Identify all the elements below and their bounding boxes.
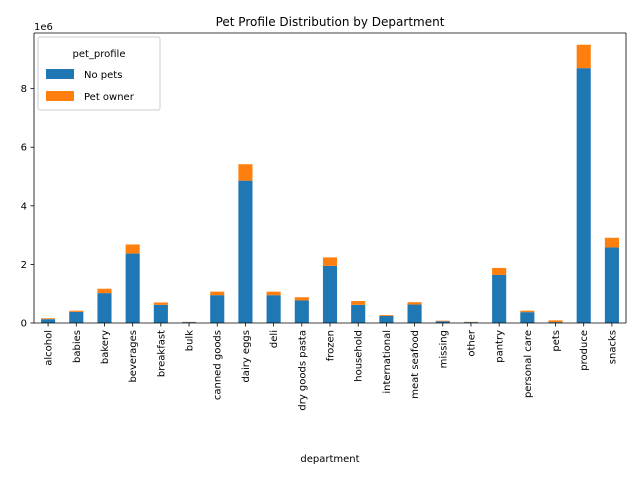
x-tick-label-household: household xyxy=(354,330,365,382)
y-tick-label: 0 xyxy=(21,319,27,330)
x-tick-label-pets: pets xyxy=(551,330,562,352)
bar-missing-no-pets xyxy=(435,321,450,323)
bar-babies-no-pets xyxy=(69,311,84,323)
bar-international-pet-owner xyxy=(379,315,394,316)
bar-alcohol-no-pets xyxy=(41,319,56,323)
legend-swatch-pet-owner xyxy=(46,91,74,101)
x-tick-label-babies: babies xyxy=(72,330,83,363)
bar-produce-pet-owner xyxy=(576,44,591,69)
x-tick-label-other: other xyxy=(466,329,477,357)
bar-bakery-pet-owner xyxy=(97,288,112,294)
x-tick-label-frozen: frozen xyxy=(326,330,337,361)
bar-pets-no-pets xyxy=(548,322,563,323)
y-axis-scale-label: 1e6 xyxy=(34,22,53,33)
bar-canned-goods-no-pets xyxy=(210,295,225,323)
chart-title: Pet Profile Distribution by Department xyxy=(216,15,445,29)
bar-canned-goods-pet-owner xyxy=(210,291,225,296)
x-tick-label-deli: deli xyxy=(269,330,280,348)
bars-layer xyxy=(41,44,619,324)
x-tick-label-meat-seafood: meat seafood xyxy=(410,330,421,399)
x-tick-label-international: international xyxy=(382,330,393,394)
bar-alcohol-pet-owner xyxy=(41,318,56,320)
bar-dry-goods-pasta-pet-owner xyxy=(294,297,309,301)
x-tick-label-missing: missing xyxy=(438,330,449,368)
bar-dry-goods-pasta-no-pets xyxy=(294,300,309,323)
bar-dairy-eggs-pet-owner xyxy=(238,164,253,181)
bar-meat-seafood-pet-owner xyxy=(407,302,422,305)
x-tick-label-snacks: snacks xyxy=(607,330,618,364)
bar-snacks-no-pets xyxy=(604,247,619,323)
legend: pet_profile No pets Pet owner xyxy=(37,36,161,111)
bar-frozen-no-pets xyxy=(322,265,338,323)
x-tick-label-personal-care: personal care xyxy=(523,330,534,398)
bar-babies-pet-owner xyxy=(69,310,84,312)
x-tick-label-bakery: bakery xyxy=(100,330,111,364)
bar-snacks-pet-owner xyxy=(604,237,619,248)
bar-pantry-no-pets xyxy=(492,274,507,323)
x-tick-label-produce: produce xyxy=(579,330,590,371)
x-tick-label-breakfast: breakfast xyxy=(156,330,167,377)
bar-pantry-pet-owner xyxy=(492,267,507,275)
y-tick-label: 8 xyxy=(21,84,27,95)
legend-label-no-pets: No pets xyxy=(84,70,122,81)
bar-deli-no-pets xyxy=(266,295,281,323)
bar-international-no-pets xyxy=(379,315,394,323)
x-tick-label-bulk: bulk xyxy=(185,330,196,351)
bar-bulk-no-pets xyxy=(182,322,197,323)
bar-household-no-pets xyxy=(351,304,366,323)
bar-personal-care-no-pets xyxy=(520,312,535,323)
x-tick-label-pantry: pantry xyxy=(495,330,506,363)
bar-breakfast-pet-owner xyxy=(153,302,168,305)
legend-label-pet-owner: Pet owner xyxy=(84,92,135,103)
y-tick-label: 6 xyxy=(21,143,27,154)
x-ticks: alcohol babies bakery beverages breakfast bul… xyxy=(44,323,618,411)
bar-meat-seafood-no-pets xyxy=(407,304,422,323)
bar-produce-no-pets xyxy=(576,68,591,324)
bar-bakery-no-pets xyxy=(97,293,112,323)
bar-beverages-pet-owner xyxy=(125,244,140,254)
bar-breakfast-no-pets xyxy=(153,304,168,323)
y-ticks: 0 2 4 6 8 xyxy=(21,84,34,330)
x-axis-label: department xyxy=(300,454,359,465)
legend-title: pet_profile xyxy=(72,49,125,60)
bar-pets-pet-owner xyxy=(548,320,563,323)
y-tick-label: 2 xyxy=(21,260,27,271)
x-tick-label-dairy-eggs: dairy eggs xyxy=(241,330,252,383)
bar-beverages-no-pets xyxy=(125,253,140,323)
x-tick-label-canned-goods: canned goods xyxy=(213,330,224,400)
y-tick-label: 4 xyxy=(21,201,27,212)
x-tick-label-alcohol: alcohol xyxy=(44,330,55,366)
bar-dairy-eggs-no-pets xyxy=(238,180,253,323)
bar-other-no-pets xyxy=(463,322,478,323)
bar-personal-care-pet-owner xyxy=(520,310,535,313)
bar-frozen-pet-owner xyxy=(322,257,338,266)
legend-swatch-no-pets xyxy=(46,69,74,79)
bar-household-pet-owner xyxy=(351,301,366,305)
bar-deli-pet-owner xyxy=(266,291,281,296)
x-tick-label-dry-goods-pasta: dry goods pasta xyxy=(297,330,308,411)
x-tick-label-beverages: beverages xyxy=(128,330,139,383)
bar-missing-pet-owner xyxy=(435,320,450,322)
